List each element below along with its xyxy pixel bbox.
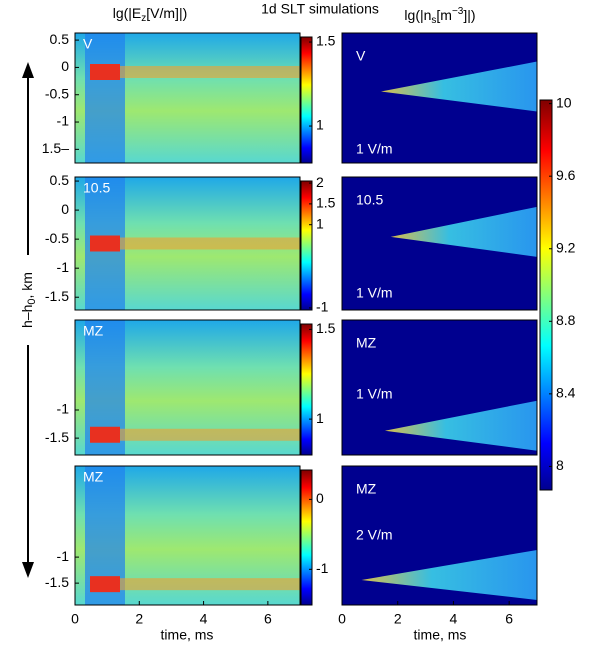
annotation: 2 V/m — [356, 527, 393, 543]
y-tick-label: -1 — [57, 113, 70, 129]
colorbar-tick-label: 8.8 — [556, 312, 576, 328]
heatmap-core — [90, 64, 120, 80]
panel-label: 10.5 — [356, 192, 383, 208]
colorbar — [300, 36, 313, 164]
panel-label: V — [83, 36, 93, 52]
heatmap-band — [90, 578, 300, 591]
heatmap-wedge — [390, 206, 537, 257]
y-tick-label: -1 — [57, 401, 70, 417]
x-tick-label: 6 — [505, 611, 513, 627]
arrow-head — [22, 562, 34, 578]
colorbar-tick-label: -1 — [316, 560, 329, 576]
annotation: 1 V/m — [356, 386, 393, 402]
x-tick-label: 2 — [394, 611, 402, 627]
heatmap-core — [90, 235, 120, 252]
colorbar-tick-label: 9.2 — [556, 239, 576, 255]
heatmap-band — [90, 66, 300, 78]
heatmap-band — [90, 428, 300, 441]
y-tick-label: -0.5 — [45, 230, 69, 246]
x-tick-label: 6 — [264, 611, 272, 627]
y-tick-label: 0.5 — [50, 31, 70, 47]
x-tick-label: 2 — [135, 611, 143, 627]
y-tick-label: 1.5– — [42, 140, 69, 156]
figure-title: 1d SLT simulations — [261, 1, 379, 17]
y-tick-label: 0 — [61, 201, 69, 217]
colorbar-tick-label: 9.6 — [556, 167, 576, 183]
y-tick-label: 0.5 — [50, 172, 70, 188]
colorbar — [300, 180, 313, 311]
plot-frame — [74, 176, 301, 311]
right-title: lg(|ns[m−3]|) — [404, 6, 475, 26]
panel-label: 10.5 — [83, 180, 110, 196]
y-tick-label: -1 — [57, 259, 70, 275]
panel-label: MZ — [83, 469, 104, 485]
y-tick-label: -1 — [57, 548, 70, 564]
heatmap-wedge — [381, 61, 537, 112]
colorbar-tick-label: 0 — [316, 490, 324, 506]
colorbar-tick-label: -1 — [316, 299, 329, 315]
colorbar-tick-label: 1 — [316, 215, 324, 231]
colorbar-tick-label: 8.4 — [556, 385, 576, 401]
colorbar-tick-label: 1.5 — [316, 320, 336, 336]
panel-label: MZ — [83, 323, 104, 339]
colorbar-tick-label: 10 — [556, 94, 572, 110]
heatmap-wedge — [384, 400, 537, 451]
panel-label: MZ — [356, 335, 377, 351]
plot-frame — [74, 465, 301, 606]
colorbar — [539, 99, 553, 491]
x-axis-label: time, ms — [161, 627, 214, 643]
annotation: 1 V/m — [356, 141, 393, 157]
plot-frame — [341, 176, 538, 311]
colorbar-tick-label: 1.5 — [316, 33, 336, 49]
plot-frame — [341, 319, 538, 456]
label-bg — [14, 255, 42, 345]
colorbar-tick-label: 1 — [316, 410, 324, 426]
arrow-head — [22, 62, 34, 78]
colorbar-tick-label: 1 — [316, 117, 324, 133]
plot-frame — [74, 319, 301, 456]
x-tick-label: 4 — [450, 611, 458, 627]
colorbar-tick-label: 8 — [556, 457, 564, 473]
y-tick-label: -1.5 — [45, 288, 69, 304]
colorbar-tick-label: 2 — [316, 174, 324, 190]
panel-label: MZ — [356, 481, 377, 497]
colorbar — [300, 469, 313, 606]
annotation: 1 V/m — [356, 285, 393, 301]
heatmap-core — [90, 426, 120, 443]
x-tick-label: 4 — [200, 611, 208, 627]
heatmap-wedge — [361, 549, 537, 600]
plot-frame — [341, 32, 538, 164]
y-tick-label: -1.5 — [45, 574, 69, 590]
x-tick-label: 0 — [71, 611, 79, 627]
y-tick-label: -0.5 — [45, 85, 69, 101]
heatmap-early — [85, 33, 125, 163]
y-tick-label: 0 — [61, 58, 69, 74]
plot-frame — [341, 465, 538, 606]
y-axis-label: h–h0, km — [19, 272, 38, 328]
colorbar — [300, 323, 313, 456]
heatmap-core — [90, 576, 120, 593]
colorbar-tick-label: 1.5 — [316, 195, 336, 211]
panel-label: V — [356, 48, 366, 64]
x-axis-label: time, ms — [414, 627, 467, 643]
y-tick-label: -1.5 — [45, 429, 69, 445]
plot-frame — [74, 32, 301, 164]
x-tick-label: 0 — [338, 611, 346, 627]
heatmap-band — [90, 237, 300, 250]
left-title: lg(|Ez[V/m]|) — [113, 5, 188, 24]
